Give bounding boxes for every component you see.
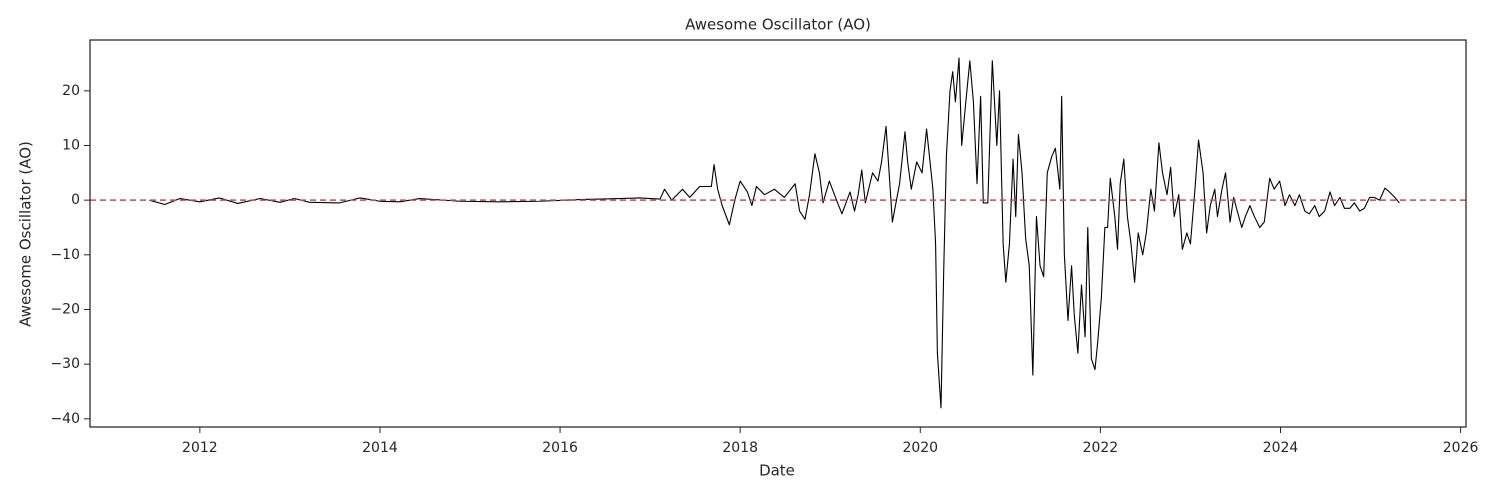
x-tick-label: 2022 — [1083, 440, 1119, 456]
x-axis-label: Date — [759, 462, 795, 480]
x-tick-label: 2016 — [542, 440, 578, 456]
x-tick-label: 2014 — [362, 440, 398, 456]
data-line — [149, 57, 1400, 409]
x-tick-label: 2020 — [902, 440, 938, 456]
x-tick-label: 2012 — [182, 440, 218, 456]
y-tick-label: 20 — [62, 83, 80, 99]
x-tick-label: 2026 — [1443, 440, 1479, 456]
y-tick-label: 0 — [71, 192, 80, 208]
x-tick-label: 2024 — [1263, 440, 1299, 456]
y-axis-label: Awesome Oscillator (AO) — [17, 141, 35, 327]
y-tick-label: −30 — [50, 356, 80, 372]
chart-title: Awesome Oscillator (AO) — [685, 16, 871, 34]
y-tick-label: −20 — [50, 301, 80, 317]
plot-frame — [89, 39, 1467, 428]
y-tick-label: −40 — [50, 411, 80, 427]
y-tick-label: 10 — [62, 137, 80, 153]
x-tick-label: 2018 — [722, 440, 758, 456]
y-tick-label: −10 — [50, 247, 80, 263]
